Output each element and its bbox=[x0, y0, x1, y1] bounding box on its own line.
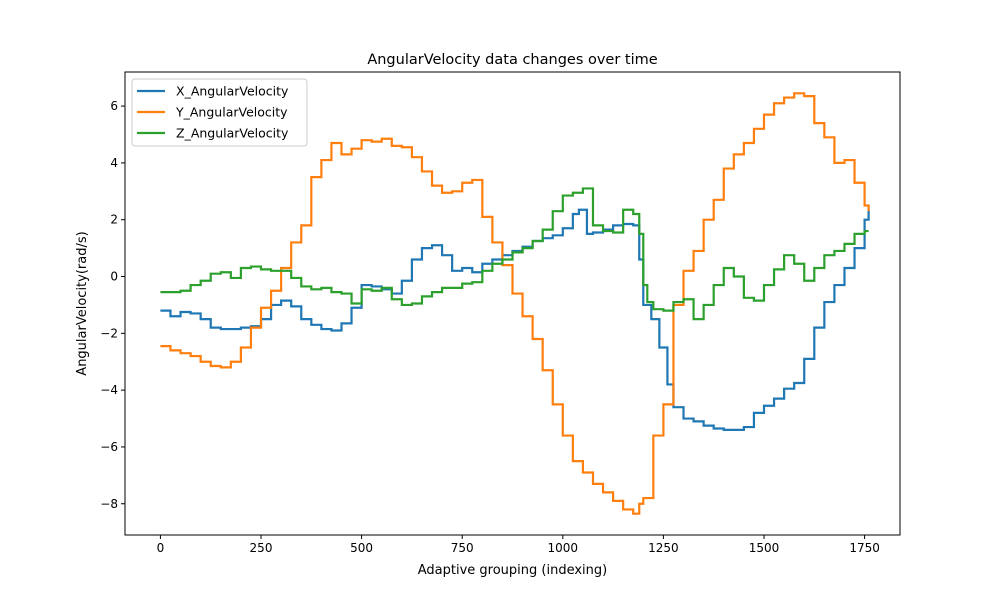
legend-label: Z_AngularVelocity bbox=[176, 126, 289, 141]
x-axis: 0 250 500 750 1000 1250 1500 1750 bbox=[157, 535, 880, 555]
legend-label: X_AngularVelocity bbox=[176, 84, 289, 99]
series-layer bbox=[160, 92, 870, 515]
y-tick-label: −6 bbox=[100, 440, 118, 454]
x-tick-label: 750 bbox=[451, 541, 474, 555]
x-tick-label: 500 bbox=[350, 541, 373, 555]
x-tick-label: 1250 bbox=[648, 541, 679, 555]
y-tick-label: −2 bbox=[100, 326, 118, 340]
y-axis: −8 −6 −4 −2 0 2 4 6 bbox=[100, 99, 125, 511]
plot-frame bbox=[124, 71, 901, 536]
legend: X_AngularVelocity Y_AngularVelocity Z_Angu… bbox=[131, 78, 308, 147]
x-tick-label: 0 bbox=[157, 541, 165, 555]
y-tick-label: −8 bbox=[100, 497, 118, 511]
series-line-3 bbox=[160, 187, 869, 321]
series-line-2 bbox=[160, 92, 870, 515]
legend-box bbox=[131, 78, 308, 147]
x-axis-label: Adaptive grouping (indexing) bbox=[418, 563, 607, 578]
y-tick-label: 6 bbox=[110, 99, 118, 113]
y-tick-label: −4 bbox=[100, 383, 118, 397]
y-tick-label: 2 bbox=[110, 213, 118, 227]
x-tick-label: 1000 bbox=[548, 541, 579, 555]
y-tick-label: 4 bbox=[110, 156, 118, 170]
legend-label: Y_AngularVelocity bbox=[175, 105, 288, 120]
y-tick-label: 0 bbox=[110, 270, 118, 284]
chart-title: AngularVelocity data changes over time bbox=[367, 52, 657, 68]
y-axis-label: AngularVelocity(rad/s) bbox=[75, 231, 90, 375]
x-tick-label: 250 bbox=[250, 541, 273, 555]
x-tick-label: 1500 bbox=[749, 541, 780, 555]
x-tick-label: 1750 bbox=[849, 541, 880, 555]
